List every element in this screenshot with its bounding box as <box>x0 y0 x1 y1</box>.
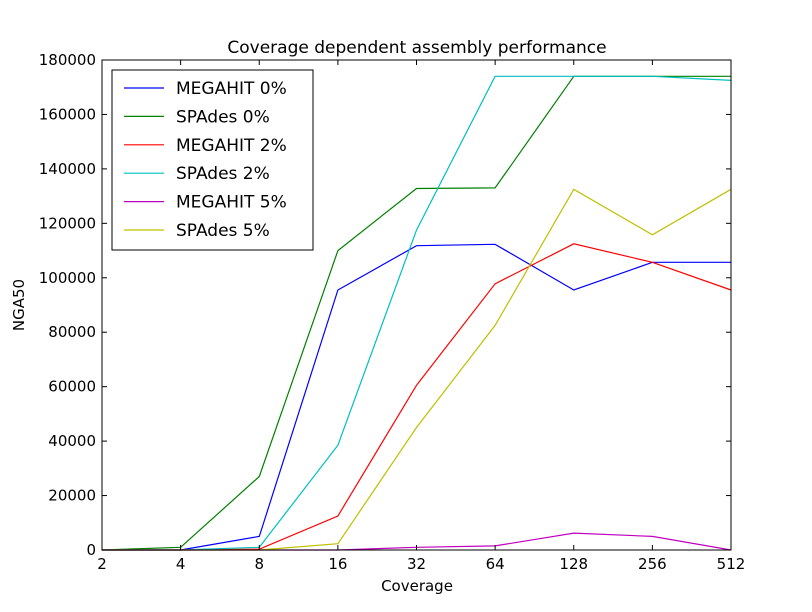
y-tick-label: 80000 <box>48 323 96 341</box>
x-tick-label: 128 <box>559 555 588 573</box>
y-tick-label: 160000 <box>39 105 96 123</box>
legend-label-1: SPAdes 0% <box>176 107 270 127</box>
x-tick-label: 512 <box>717 555 746 573</box>
legend-label-2: MEGAHIT 2% <box>176 136 287 156</box>
y-axis-label: NGA50 <box>10 279 28 331</box>
x-axis-ticks: 2 4 8 16 32 64 128 256 512 <box>97 60 745 573</box>
y-tick-label: 40000 <box>48 432 96 450</box>
legend-box <box>111 69 314 251</box>
y-tick-label: 0 <box>86 541 96 559</box>
x-tick-label: 2 <box>97 555 107 573</box>
x-axis-label: Coverage <box>381 577 453 595</box>
y-tick-label: 180000 <box>39 51 96 69</box>
y-axis-ticks: 0 20000 40000 60000 80000 100000 120000 140000 1… <box>39 51 731 559</box>
y-tick-label: 120000 <box>39 214 96 232</box>
y-tick-label: 20000 <box>48 487 96 505</box>
x-tick-label: 32 <box>407 555 426 573</box>
x-tick-label: 4 <box>176 555 186 573</box>
x-tick-label: 16 <box>328 555 347 573</box>
chart-title: Coverage dependent assembly performance <box>227 38 606 58</box>
series-line-0 <box>102 243 731 551</box>
y-tick-label: 140000 <box>39 160 96 178</box>
series-line-3 <box>102 75 732 551</box>
plot-area: 2 4 8 16 32 64 128 256 512 0 20000 40000 60000 80000… <box>39 51 746 573</box>
legend-label-0: MEGAHIT 0% <box>176 79 287 99</box>
legend-label-5: SPAdes 5% <box>176 221 270 241</box>
x-tick-label: 8 <box>254 555 264 573</box>
legend: MEGAHIT 0% SPAdes 0% MEGAHIT 2% SPAdes 2% ME… <box>111 69 314 251</box>
legend-label-4: MEGAHIT 5% <box>176 193 287 213</box>
legend-label-3: SPAdes 2% <box>176 164 270 184</box>
y-tick-label: 60000 <box>48 378 96 396</box>
x-tick-label: 256 <box>638 555 667 573</box>
y-tick-label: 100000 <box>39 269 96 287</box>
x-tick-label: 64 <box>486 555 505 573</box>
